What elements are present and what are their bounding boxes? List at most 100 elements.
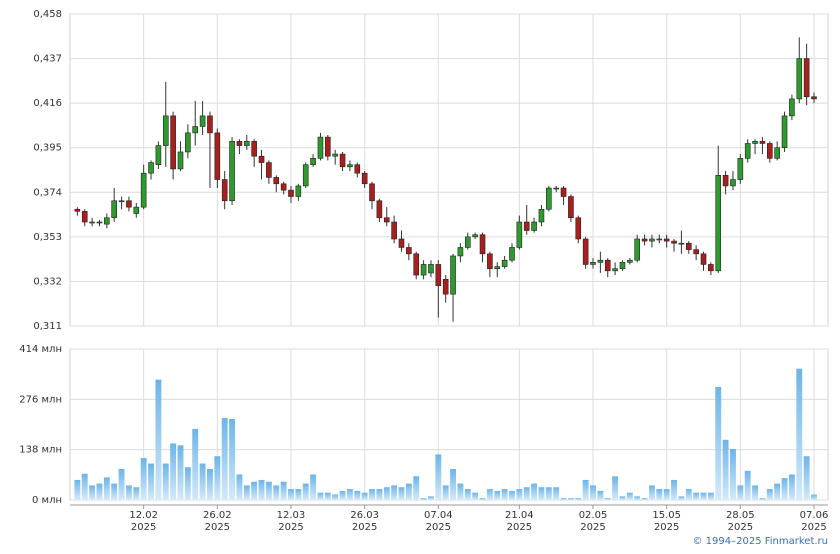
volume-bar: [89, 485, 96, 500]
candle-body: [221, 179, 228, 202]
volume-bar: [162, 463, 169, 500]
candle-body: [295, 185, 302, 197]
candle-body: [700, 253, 707, 265]
candle-body: [162, 115, 169, 146]
volume-bar: [722, 439, 729, 500]
candle-body: [450, 255, 456, 295]
volume-bar: [177, 445, 184, 500]
plot-area: [69, 348, 829, 501]
y-tick-label: 0,437: [33, 54, 62, 65]
candle-body: [641, 238, 648, 242]
volume-bar: [324, 492, 331, 500]
volume-bar: [811, 494, 817, 500]
candle-body: [568, 196, 574, 219]
y-tick-label: 0,353: [33, 232, 62, 243]
candle-body: [229, 141, 235, 202]
candle-body: [354, 164, 361, 174]
candle-body: [111, 200, 117, 219]
candle-body: [391, 221, 397, 240]
candle-body: [280, 183, 287, 191]
volume-bar: [155, 379, 162, 500]
volume-bar: [567, 498, 574, 500]
volume-bar: [81, 473, 88, 500]
x-tick-year: 2025: [654, 522, 679, 533]
candle-body: [531, 221, 537, 231]
volume-bar: [339, 490, 346, 500]
candle-body: [332, 153, 338, 157]
candle-body: [546, 187, 552, 210]
volume-bar: [634, 496, 641, 500]
candle-body: [185, 132, 191, 153]
candle-body: [494, 266, 501, 269]
candle-body: [634, 238, 641, 261]
candle-body: [288, 189, 294, 197]
volume-bar: [118, 468, 125, 500]
volume-bar: [295, 489, 302, 500]
candle-body: [177, 151, 184, 170]
volume-bar: [398, 487, 405, 500]
volume-bar: [332, 494, 339, 500]
candle-body: [464, 236, 471, 248]
candle-body: [612, 268, 618, 272]
volume-bar: [494, 490, 501, 500]
candle-body: [369, 183, 375, 202]
x-tick-year: 2025: [426, 522, 451, 533]
candle-body: [266, 162, 272, 178]
candle-body: [383, 217, 390, 223]
volume-bar: [405, 483, 412, 500]
volume-bar: [214, 456, 221, 500]
candle-body: [207, 115, 213, 134]
volume-bar: [103, 477, 110, 500]
candle-body: [148, 162, 154, 174]
candle-body: [523, 221, 530, 231]
volume-bar: [648, 485, 655, 500]
volume-bar: [251, 481, 258, 500]
volume-bar: [199, 463, 206, 500]
candle-body: [604, 259, 611, 272]
candle-body: [501, 259, 508, 267]
volume-bar: [111, 483, 118, 500]
volume-bar: [575, 498, 582, 500]
volume-bar: [509, 490, 515, 500]
candle-body: [538, 208, 545, 223]
candle-body: [406, 247, 412, 255]
x-tick-year: 2025: [352, 522, 377, 533]
volume-bar: [383, 487, 390, 500]
candle-body: [74, 208, 81, 212]
volume-bar: [133, 487, 140, 500]
candle-body: [428, 264, 434, 274]
candle-body: [192, 126, 199, 134]
volume-bar: [243, 485, 250, 500]
volume-bar: [464, 489, 471, 500]
volume-bar: [435, 454, 442, 500]
volume-bar: [744, 470, 751, 500]
volume-bar: [310, 474, 317, 500]
volume-bar: [781, 478, 788, 500]
x-tick-label: 15.05: [652, 510, 681, 521]
x-tick-label: 28.05: [726, 510, 755, 521]
y-tick-label: 0,458: [33, 9, 62, 20]
volume-bar: [671, 479, 677, 500]
volume-bar: [663, 489, 670, 500]
candle-body: [678, 242, 685, 245]
candle-body: [693, 249, 699, 255]
x-tick-label: 02.05: [579, 510, 608, 521]
credit[interactable]: © 1994–2025 Finmarket.ru: [692, 536, 828, 547]
y-tick-label: 276 млн: [19, 394, 62, 405]
x-tick-label: 21.04: [505, 510, 534, 521]
volume-bar: [560, 498, 567, 500]
volume-bar: [641, 498, 648, 500]
y-tick-label: 0,395: [33, 143, 62, 154]
candle-body: [516, 221, 523, 248]
volume-bar: [626, 492, 633, 500]
candle-body: [708, 264, 714, 272]
volume-bar: [207, 468, 213, 500]
volume-bar: [766, 489, 773, 500]
candle-body: [509, 247, 515, 261]
candle-body: [398, 238, 405, 248]
volume-bar: [221, 417, 228, 500]
volume-bar: [140, 458, 147, 500]
candle-body: [347, 164, 353, 168]
candle-body: [126, 200, 132, 208]
